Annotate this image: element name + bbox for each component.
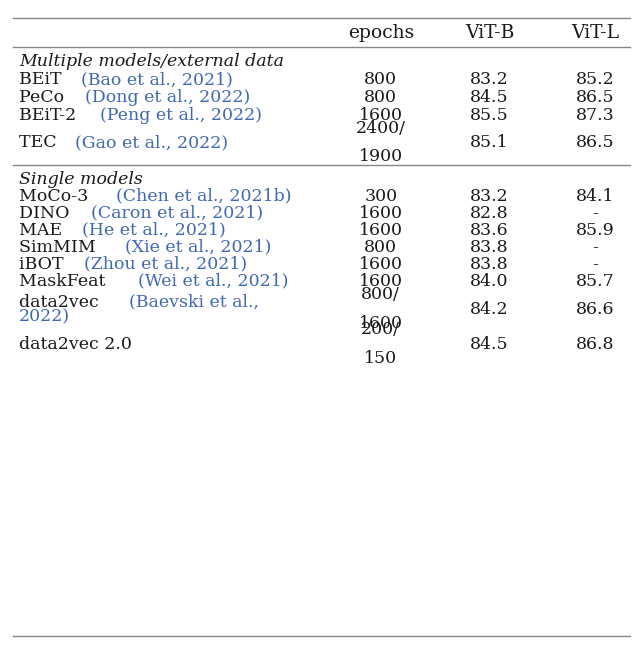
Text: MaskFeat: MaskFeat: [19, 273, 111, 290]
Text: MoCo-3: MoCo-3: [19, 188, 94, 205]
Text: 800/: 800/: [362, 286, 400, 303]
Text: 85.9: 85.9: [576, 222, 614, 239]
Text: 2400/: 2400/: [356, 120, 406, 137]
Text: 84.5: 84.5: [470, 336, 509, 353]
Text: ViT-B: ViT-B: [465, 24, 515, 42]
Text: 85.1: 85.1: [470, 134, 509, 151]
Text: epochs: epochs: [348, 24, 414, 42]
Text: BEiT: BEiT: [19, 71, 67, 88]
Text: (Wei et al., 2021): (Wei et al., 2021): [138, 273, 288, 290]
Text: TEC: TEC: [19, 134, 62, 151]
Text: 1600: 1600: [359, 222, 403, 239]
Text: -: -: [592, 256, 598, 273]
Text: 86.5: 86.5: [576, 89, 614, 106]
Text: 83.8: 83.8: [470, 239, 509, 256]
Text: (Gao et al., 2022): (Gao et al., 2022): [75, 134, 228, 151]
Text: PeCo: PeCo: [19, 89, 70, 106]
Text: MAE: MAE: [19, 222, 68, 239]
Text: 87.3: 87.3: [576, 107, 614, 124]
Text: DINO: DINO: [19, 205, 76, 222]
Text: iBOT: iBOT: [19, 256, 69, 273]
Text: (Chen et al., 2021b): (Chen et al., 2021b): [116, 188, 291, 205]
Text: BEiT-2: BEiT-2: [19, 107, 82, 124]
Text: 84.2: 84.2: [470, 301, 509, 318]
Text: (Xie et al., 2021): (Xie et al., 2021): [125, 239, 272, 256]
Text: 1600: 1600: [359, 107, 403, 124]
Text: 85.2: 85.2: [576, 71, 614, 88]
Text: 86.8: 86.8: [576, 336, 614, 353]
Text: (Caron et al., 2021): (Caron et al., 2021): [92, 205, 264, 222]
Text: 86.6: 86.6: [576, 301, 614, 318]
Text: (Peng et al., 2022): (Peng et al., 2022): [100, 107, 262, 124]
Text: 1600: 1600: [359, 315, 403, 332]
Text: (Baevski et al.,: (Baevski et al.,: [129, 294, 259, 311]
Text: 150: 150: [364, 350, 397, 367]
Text: 800: 800: [364, 71, 397, 88]
Text: 2022): 2022): [19, 308, 70, 325]
Text: (He et al., 2021): (He et al., 2021): [82, 222, 226, 239]
Text: (Dong et al., 2022): (Dong et al., 2022): [84, 89, 250, 106]
Text: 84.5: 84.5: [470, 89, 509, 106]
Text: ViT-L: ViT-L: [571, 24, 620, 42]
Text: 85.7: 85.7: [576, 273, 614, 290]
Text: Single models: Single models: [19, 171, 143, 188]
Text: 84.0: 84.0: [470, 273, 509, 290]
Text: -: -: [592, 239, 598, 256]
Text: 85.5: 85.5: [470, 107, 509, 124]
Text: 82.8: 82.8: [470, 205, 509, 222]
Text: 1600: 1600: [359, 256, 403, 273]
Text: 800: 800: [364, 89, 397, 106]
Text: 200/: 200/: [362, 321, 400, 338]
Text: 1600: 1600: [359, 273, 403, 290]
Text: 84.1: 84.1: [576, 188, 614, 205]
Text: 83.2: 83.2: [470, 188, 509, 205]
Text: 83.2: 83.2: [470, 71, 509, 88]
Text: -: -: [592, 205, 598, 222]
Text: 83.6: 83.6: [470, 222, 509, 239]
Text: 300: 300: [364, 188, 397, 205]
Text: SimMIM: SimMIM: [19, 239, 102, 256]
Text: data2vec: data2vec: [19, 294, 104, 311]
Text: 800: 800: [364, 239, 397, 256]
Text: 1900: 1900: [359, 148, 403, 165]
Text: 83.8: 83.8: [470, 256, 509, 273]
Text: 1600: 1600: [359, 205, 403, 222]
Text: Multiple models/external data: Multiple models/external data: [19, 53, 284, 70]
Text: (Bao et al., 2021): (Bao et al., 2021): [81, 71, 233, 88]
Text: (Zhou et al., 2021): (Zhou et al., 2021): [84, 256, 247, 273]
Text: data2vec 2.0: data2vec 2.0: [19, 336, 132, 353]
Text: 86.5: 86.5: [576, 134, 614, 151]
